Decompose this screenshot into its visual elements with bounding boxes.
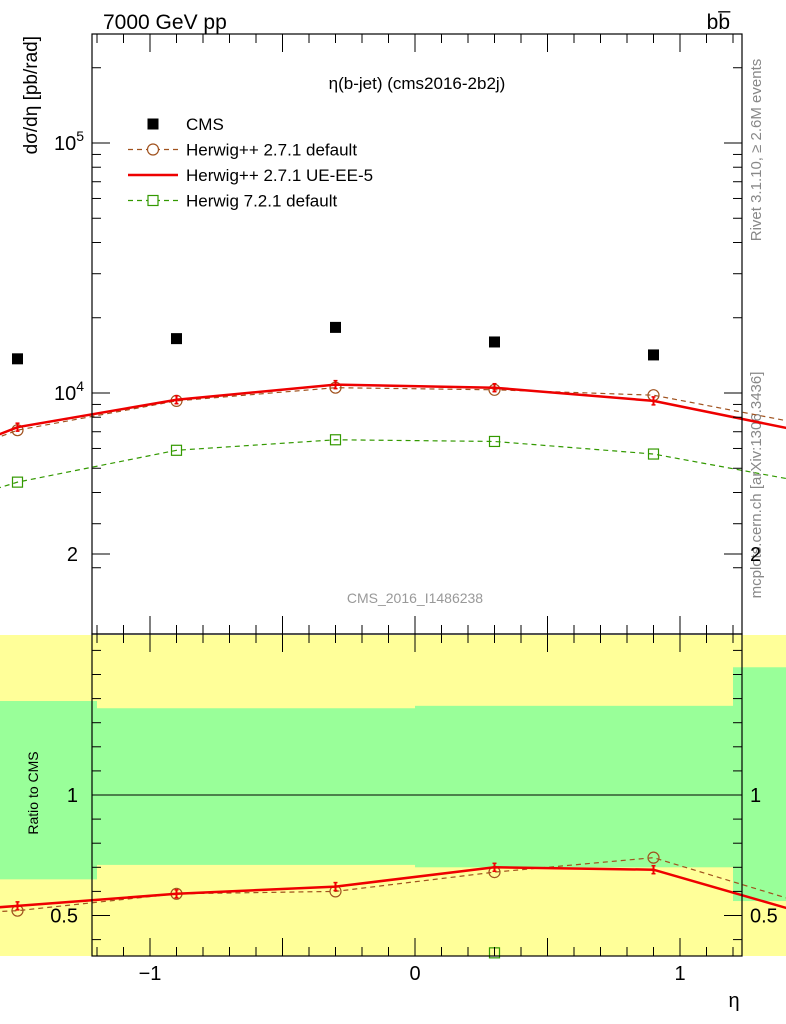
legend-entry-0: CMS: [147, 115, 224, 134]
legend-label: Herwig 7.2.1 default: [186, 192, 337, 211]
ratio-band-inner-2: [415, 705, 733, 868]
legend-label: CMS: [186, 115, 224, 134]
ratio-y-tick-label-left: 0.5: [50, 906, 78, 928]
ratio-y-tick-label-left: 2: [67, 544, 78, 566]
ratio-y-tick-label-right: 1: [750, 785, 761, 807]
legend-marker: [147, 194, 159, 207]
main-series-3-point: [488, 435, 501, 448]
main-series-3-line: [0, 439, 786, 489]
main-series-3-point: [647, 448, 660, 460]
x-tick-label: 1: [674, 963, 685, 985]
main-series-3-point: [170, 444, 183, 456]
mcplots-label: mcplots.cern.ch [arXiv:1306.3436]: [748, 372, 765, 599]
legend-label: Herwig++ 2.7.1 UE-EE-5: [186, 166, 373, 185]
x-tick-label: −1: [139, 963, 162, 985]
legend-entry-3: Herwig 7.2.1 default: [128, 192, 337, 211]
ratio-band-inner-1: [97, 708, 415, 865]
main-title: η(b-jet) (cms2016-2b2j): [329, 74, 506, 93]
main-series-0-point: [330, 321, 341, 333]
main-panel: 104 105 η(b-jet) (cms2016-2b2j) CMS_2016_…: [0, 33, 786, 635]
ratio-y-tick-label-right: 2: [750, 544, 761, 566]
main-series-0-point: [171, 333, 182, 345]
main-series-1-line: [0, 387, 786, 438]
legend-marker: [146, 143, 160, 156]
main-y-tick-label: 104: [54, 378, 84, 405]
x-tick-label: 0: [409, 963, 420, 985]
ratio-series-1-line: [0, 866, 786, 910]
watermark: CMS_2016_I1486238: [347, 590, 483, 606]
legend: CMS Herwig++ 2.7.1 default Herwig++ 2.7.1 …: [128, 115, 373, 211]
ratio-band-inner-0: [0, 701, 97, 880]
main-series-0-point: [489, 336, 500, 348]
legend-entry-2: Herwig++ 2.7.1 UE-EE-5: [128, 166, 373, 185]
ratio-series-0-line: [0, 857, 786, 913]
process-label: bb̅: [707, 11, 732, 34]
ratio-y-axis-label: Ratio to CMS: [25, 751, 41, 834]
legend-entry-1: Herwig++ 2.7.1 default: [128, 141, 357, 160]
main-series-0-point: [648, 349, 659, 361]
main-series-0-point: [12, 353, 23, 365]
ratio-y-tick-label-right: 0.5: [750, 906, 778, 928]
legend-marker: [147, 118, 159, 130]
main-y-tick-label: 105: [54, 128, 84, 155]
ratio-y-tick-label-left: 1: [67, 785, 78, 807]
main-series-2-line: [0, 383, 786, 436]
main-series-3-point: [329, 434, 342, 446]
main-y-axis-label: dσ/dη [pb/rad]: [21, 36, 42, 154]
rivet-label: Rivet 3.1.10, ≥ 2.6M events: [748, 59, 765, 242]
energy-label: 7000 GeV pp: [103, 11, 227, 34]
main-series-3-point: [11, 476, 24, 488]
legend-label: Herwig++ 2.7.1 default: [186, 141, 357, 160]
ratio-series-0-point: [647, 851, 660, 864]
x-axis-label: η: [728, 990, 739, 1012]
